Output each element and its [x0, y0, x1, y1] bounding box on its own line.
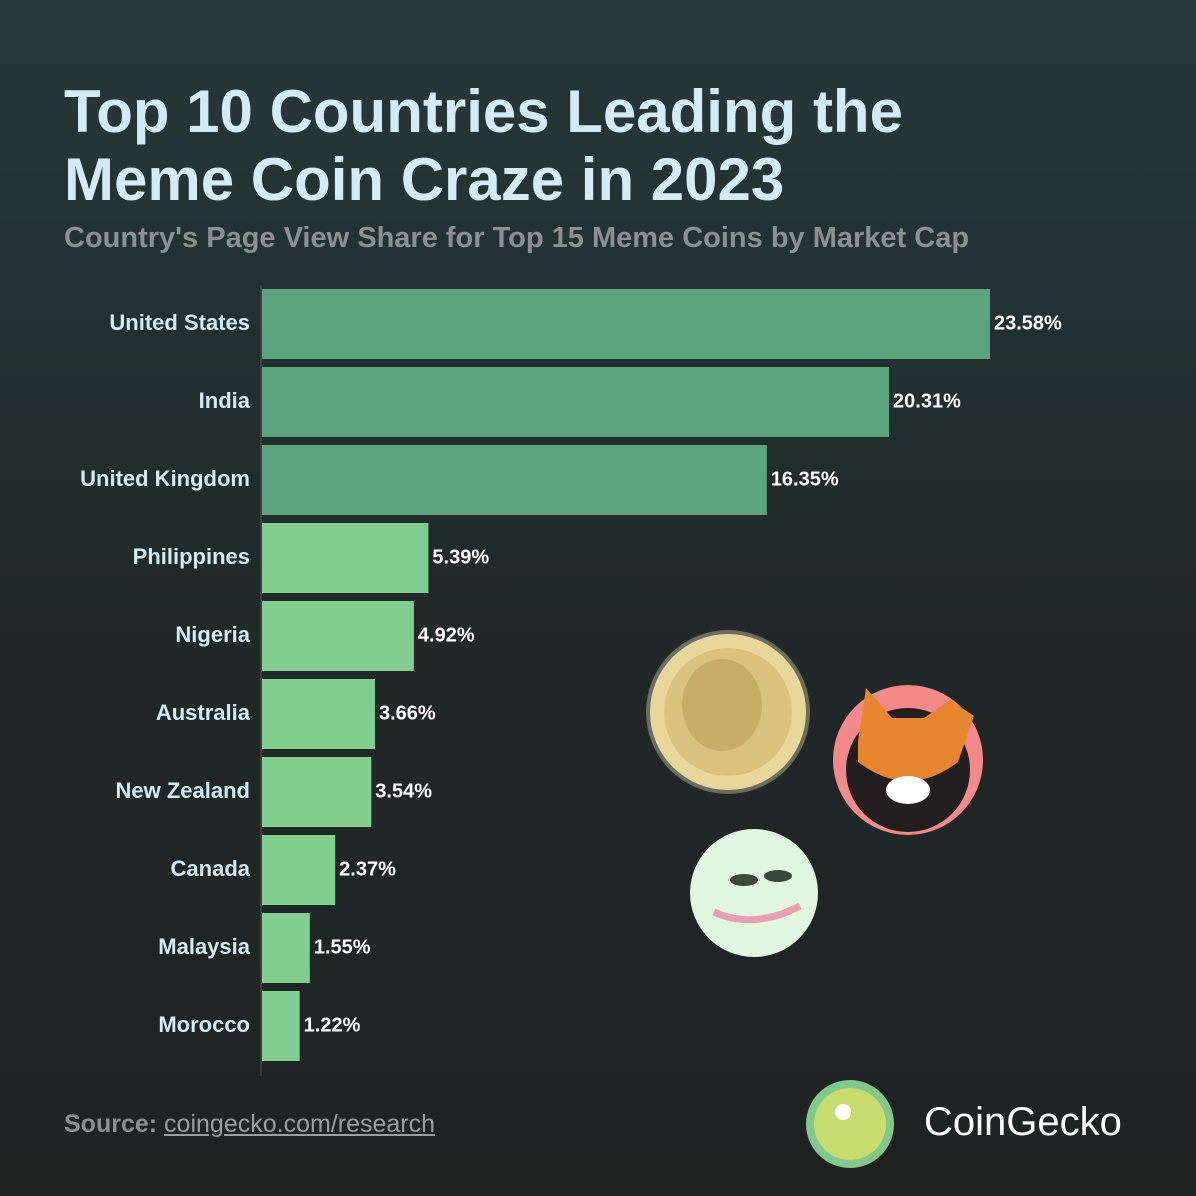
bar [262, 991, 300, 1061]
y-tick-label: United Kingdom [80, 466, 250, 491]
value-label: 5.39% [432, 546, 489, 568]
bar [262, 367, 890, 437]
bar [262, 523, 429, 593]
y-tick-label: United States [109, 310, 250, 335]
value-label: 23.58% [994, 312, 1062, 334]
bar [262, 679, 375, 749]
bar [262, 757, 372, 827]
y-tick-label: Philippines [133, 544, 250, 569]
source: Source: coingecko.com/research [64, 1110, 435, 1139]
value-label: 4.92% [418, 624, 475, 646]
y-tick-label: Australia [156, 700, 251, 725]
pepe-coin [690, 829, 818, 957]
chart-title: Top 10 Countries Leading the Meme Coin C… [64, 78, 903, 213]
value-label: 1.55% [314, 936, 371, 958]
y-tick-label: Canada [171, 856, 251, 881]
source-link[interactable]: coingecko.com/research [164, 1110, 436, 1138]
coin-illustrations [646, 630, 983, 1168]
bar [262, 445, 767, 515]
chart-subtitle: Country's Page View Share for Top 15 Mem… [64, 222, 970, 254]
bar [262, 289, 990, 359]
brand-name: CoinGecko [924, 1100, 1122, 1144]
value-label: 2.37% [339, 858, 396, 880]
source-label: Source: [64, 1110, 158, 1138]
y-tick-label: New Zealand [116, 778, 250, 803]
y-tick-label: Nigeria [175, 622, 250, 647]
value-label: 1.22% [304, 1014, 361, 1036]
value-label: 3.54% [375, 780, 432, 802]
y-tick-label: India [199, 388, 251, 413]
y-tick-label: Malaysia [158, 934, 250, 959]
value-label: 3.66% [379, 702, 436, 724]
bar [262, 913, 310, 983]
bar [262, 601, 414, 671]
y-tick-label: Morocco [158, 1012, 250, 1037]
value-label: 16.35% [771, 468, 839, 490]
value-label: 20.31% [893, 390, 961, 412]
bar [262, 835, 336, 905]
